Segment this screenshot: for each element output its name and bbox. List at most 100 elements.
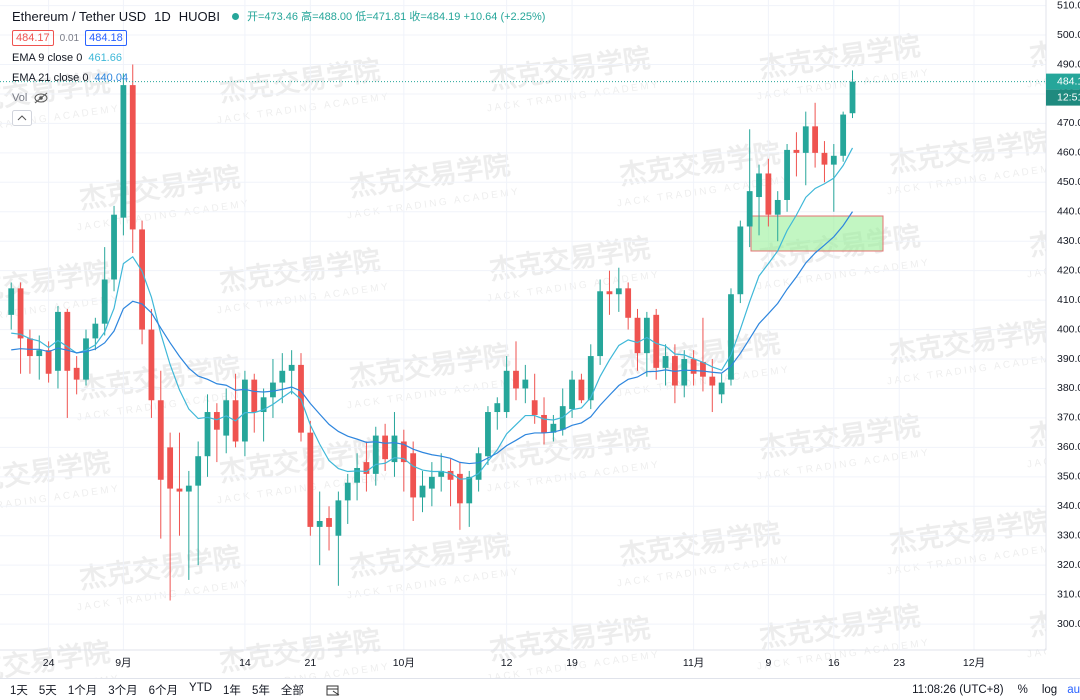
candle-body — [354, 467, 360, 483]
x-tick-label: 14 — [239, 657, 251, 669]
candle-body — [550, 423, 557, 433]
candle-body — [288, 364, 295, 371]
x-tick-label: 10月 — [393, 657, 415, 669]
ask[interactable]: 484.18 — [85, 30, 127, 46]
y-tick-label: 430.00 — [1057, 235, 1080, 247]
collapse-button[interactable] — [12, 110, 32, 126]
vol-row: Vol — [12, 88, 545, 108]
candle-body — [148, 329, 155, 401]
candle-body — [45, 350, 52, 374]
x-tick-label: 12月 — [963, 657, 985, 669]
title-row: Ethereum / Tether USD 1D HUOBI 开=473.46 … — [12, 6, 545, 26]
candle-body — [606, 291, 613, 295]
candle-body — [316, 521, 323, 527]
candle-body — [466, 476, 473, 504]
candle-body — [587, 356, 594, 401]
y-tick-label: 370.00 — [1057, 412, 1080, 424]
candle-body — [756, 173, 762, 198]
candle-body — [774, 199, 781, 215]
ohlc: 开=473.46 高=488.00 低=471.81 收=484.19 +10.… — [246, 11, 546, 23]
range-button[interactable]: 3个月 — [108, 684, 138, 697]
candle-body — [382, 435, 389, 460]
candle-body — [176, 488, 183, 492]
calendar-icon[interactable] — [325, 683, 341, 697]
bid[interactable]: 484.17 — [12, 30, 54, 46]
x-tick-label: 11月 — [683, 657, 704, 669]
zone-rectangle — [750, 215, 884, 252]
ema21-value: 440.04 — [94, 72, 129, 84]
candle-body — [36, 350, 43, 357]
candle-body — [643, 317, 650, 354]
candle-body — [475, 453, 482, 480]
range-button[interactable]: 5天 — [38, 684, 57, 697]
percent-toggle[interactable]: % — [1017, 683, 1028, 696]
x-tick-label: 21 — [304, 657, 316, 669]
candle-body — [653, 314, 660, 368]
x-tick-label: 9 — [765, 657, 771, 669]
x-tick-label: 24 — [43, 657, 55, 669]
y-tick-label: 460.00 — [1057, 147, 1080, 159]
ema9-row: EMA 9 close 0 461.66 — [12, 48, 545, 68]
candle-body — [251, 379, 258, 413]
candle-body — [195, 456, 202, 486]
candle-body — [92, 323, 99, 339]
candle-body — [765, 173, 772, 215]
ema9-name: EMA 9 close 0 — [12, 52, 83, 64]
candle-body — [812, 126, 819, 153]
candle-body — [157, 400, 164, 480]
y-tick-label: 490.00 — [1057, 58, 1080, 70]
log-toggle[interactable]: log — [1041, 683, 1058, 696]
candle-body — [270, 382, 276, 398]
ranges: 1天 5天 1个月 3个月 6个月 YTD 1年 5年 全部 — [10, 682, 315, 698]
range-button[interactable]: 1天 — [10, 684, 28, 697]
candle-body — [372, 435, 379, 474]
candle-body — [64, 311, 71, 371]
y-tick-label: 310.00 — [1057, 588, 1080, 600]
candle-body — [428, 476, 435, 489]
x-tick-label: 12 — [501, 657, 513, 669]
candle-body — [129, 85, 136, 230]
auto-toggle[interactable]: au — [1067, 683, 1080, 696]
candle-body — [578, 379, 585, 401]
candle-body — [335, 500, 342, 536]
candle-body — [185, 485, 192, 492]
range-button[interactable]: 1个月 — [67, 684, 98, 697]
range-button[interactable]: 6个月 — [148, 684, 179, 697]
spread: 0.01 — [59, 32, 80, 44]
range-button[interactable]: 5年 — [251, 684, 270, 697]
y-tick-label: 390.00 — [1057, 353, 1080, 365]
range-button[interactable]: 1年 — [223, 684, 241, 697]
collapse-row — [12, 108, 545, 128]
candle-body — [8, 288, 15, 315]
y-tick-label: 300.00 — [1057, 618, 1080, 630]
candle-body — [83, 338, 89, 380]
y-tick-label: 500.00 — [1057, 29, 1080, 41]
y-tick-label: 410.00 — [1057, 294, 1080, 306]
ema9-value: 461.66 — [88, 52, 122, 64]
range-button[interactable]: YTD — [189, 681, 213, 694]
candle-body — [223, 400, 230, 436]
candle-body — [503, 370, 510, 413]
candle-body — [213, 412, 220, 430]
ema-line — [11, 147, 854, 480]
range-button[interactable]: 全部 — [280, 684, 304, 697]
candle-body — [101, 279, 108, 324]
clock[interactable]: 11:08:26 (UTC+8) — [912, 683, 1004, 696]
candle-body — [784, 149, 790, 200]
eye-icon[interactable] — [33, 92, 49, 104]
y-tick-label: 450.00 — [1057, 176, 1080, 188]
candle-body — [279, 370, 286, 383]
toolbar: 1天 5天 1个月 3个月 6个月 YTD 1年 5年 全部 11:08:26 (UTC+8) … — [0, 678, 1080, 700]
candle-body — [634, 317, 641, 354]
candle-body — [681, 359, 688, 386]
candle-body — [363, 462, 370, 474]
x-tick-label: 9月 — [115, 657, 131, 669]
x-tick-label: 23 — [893, 657, 905, 669]
interval: 1D — [154, 8, 171, 24]
